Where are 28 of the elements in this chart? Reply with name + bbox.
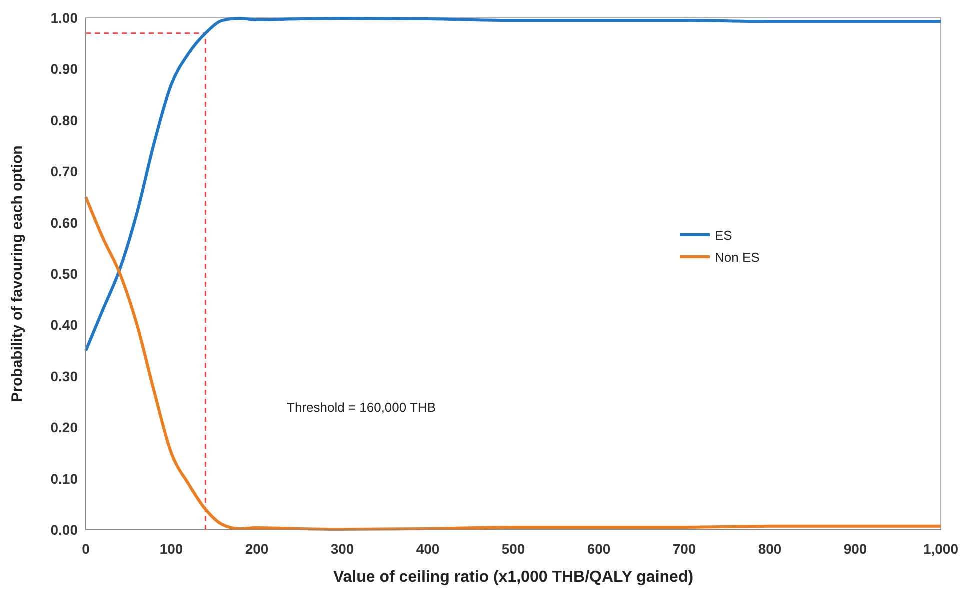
annotation: Threshold = 160,000 THB	[287, 400, 436, 415]
x-tick-label: 100	[160, 541, 184, 557]
y-tick-label: 0.90	[50, 61, 78, 78]
y-tick-label: 1.00	[50, 10, 78, 26]
x-tick-label: 600	[587, 541, 611, 557]
y-tick-label: 0.80	[50, 112, 78, 128]
y-tick-label: 0.00	[50, 522, 78, 538]
y-tick-label: 0.60	[50, 214, 78, 231]
legend-label: Non ES	[715, 250, 760, 265]
x-tick-label: 1,000	[923, 541, 959, 557]
x-tick-label: 400	[416, 541, 440, 557]
x-tick-label: 900	[844, 541, 868, 557]
y-tick-label: 0.70	[50, 164, 78, 180]
x-tick-label: 500	[502, 541, 526, 557]
x-tick-label: 0	[82, 541, 90, 557]
y-tick-label: 0.50	[50, 266, 78, 282]
x-tick-label: 200	[245, 541, 269, 557]
y-axis-title: Probability of favouring each option	[9, 146, 26, 402]
x-tick-label: 700	[672, 541, 696, 557]
x-tick-label: 300	[330, 541, 354, 557]
x-tick-label: 800	[758, 541, 782, 557]
y-tick-label: 0.20	[50, 420, 78, 436]
y-tick-label: 0.40	[50, 317, 78, 334]
line-series	[84, 17, 942, 352]
legend-label: ES	[715, 228, 733, 243]
y-tick-label: 0.10	[50, 470, 78, 487]
x-axis-title: Value of ceiling ratio (x1,000 THB/QALY gained)	[333, 569, 694, 586]
y-tick-label: 0.30	[50, 368, 78, 384]
